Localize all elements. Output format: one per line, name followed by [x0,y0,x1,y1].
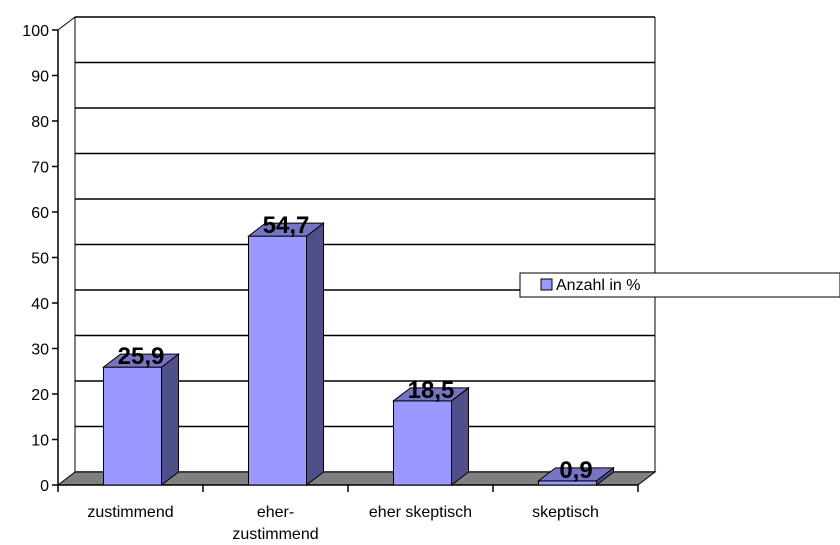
bar-side [306,222,324,487]
y-tick-label: 30 [31,342,49,359]
bar-top [537,467,615,482]
legend-entry-anzahl: Anzahl in % [556,277,641,294]
bar-front [248,235,307,486]
y-tick-label: 100 [22,23,49,40]
bar-side [161,353,179,487]
axes: 0 10 20 30 40 50 60 70 80 90 100 zustimmend eher-zus… [22,23,639,543]
data-label: 18,5 [408,377,455,404]
category-label: zustimmend [87,504,173,521]
y-tick-label: 60 [31,205,49,222]
legend-box [519,272,840,298]
bar-top [247,222,325,237]
data-label: 0,9 [559,457,592,484]
y-tick-label: 20 [31,387,49,404]
legend-swatch [540,278,553,291]
y-tick-label: 50 [31,251,49,268]
bar [247,222,325,487]
bar [537,466,615,487]
bar [392,386,470,487]
bar-top [102,353,180,368]
bar [102,353,180,487]
y-tick-label: 10 [31,433,49,450]
data-label: 54,7 [263,212,310,239]
data-labels: 25,9 54,7 18,5 0,9 [118,212,593,484]
y-tick-label: 90 [31,69,49,86]
category-label: eher skeptisch [369,504,472,521]
bar-front [103,366,162,486]
y-tick-label: 40 [31,296,49,313]
bar-front [393,400,452,486]
bar-top [392,387,470,402]
category-label: skeptisch [532,504,599,521]
data-label: 25,9 [118,343,165,370]
y-tick-label: 70 [31,160,49,177]
bars [102,222,615,487]
y-tick-label: 0 [40,478,49,495]
category-label: eher-zustimmend [232,504,318,543]
side-wall-top [57,16,76,31]
legend: Anzahl in % [519,272,840,298]
y-tick-label: 80 [31,114,49,131]
